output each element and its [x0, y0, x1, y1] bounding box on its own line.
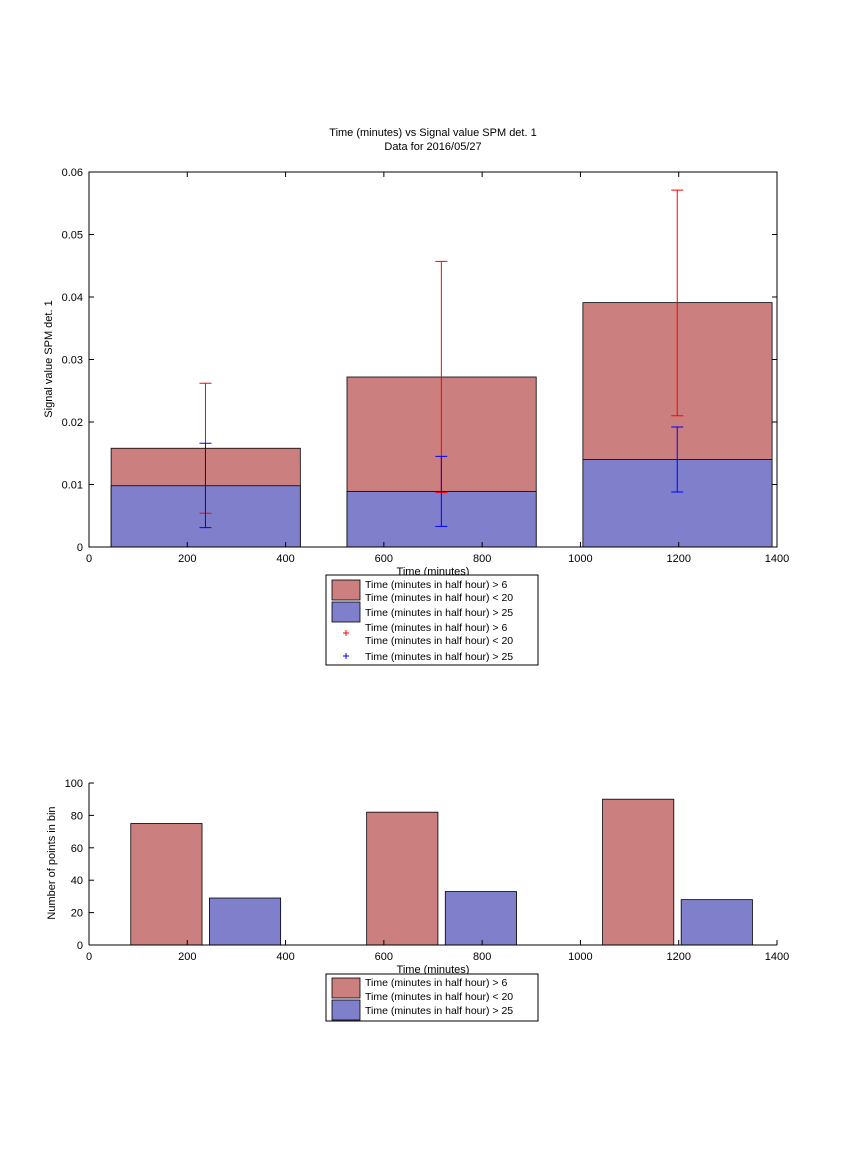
- y-tick-label: 20: [71, 908, 83, 920]
- count-bars: [130, 798, 753, 946]
- x-tick-label: 400: [276, 553, 294, 565]
- y-tick-label: 80: [71, 810, 83, 822]
- legend-box: [325, 574, 539, 666]
- legend-label-blue-bar: Time (minutes in half hour) > 25: [365, 1005, 513, 1017]
- legend-label-red-bar-line2: Time (minutes in half hour) < 20: [365, 592, 513, 604]
- y-tick-label: 60: [71, 843, 83, 855]
- x-tick-label: 200: [178, 553, 196, 565]
- errorbar-blue-1: [435, 455, 448, 527]
- signal-legend: Time (minutes in half hour) > 6 Time (mi…: [325, 574, 539, 666]
- y-tick-label: 40: [71, 875, 83, 887]
- signal-errorbars: [199, 189, 684, 529]
- legend-label-blue-err: Time (minutes in half hour) > 25: [365, 651, 513, 663]
- legend-label-blue-bar: Time (minutes in half hour) > 25: [365, 607, 513, 619]
- legend-box: [325, 973, 539, 1022]
- y-axis-ticks: 0 20 40 60 80 100: [65, 778, 94, 952]
- x-tick-label: 400: [276, 951, 294, 963]
- errorbar-blue-0: [199, 442, 212, 529]
- legend-label-red-err-line2: Time (minutes in half hour) < 20: [365, 635, 513, 647]
- legend-swatch-red-bar: [331, 579, 361, 601]
- count-bar-red-1: [366, 811, 439, 946]
- legend-label-red-bar-line2: Time (minutes in half hour) < 20: [365, 991, 513, 1003]
- legend-label-red-bar-line1: Time (minutes in half hour) > 6: [365, 977, 507, 989]
- y-tick-label: 0.01: [62, 480, 83, 492]
- x-axis-ticks: 0 200 400 600 800 1000 1200 1400: [86, 940, 789, 963]
- chart-title: Time (minutes) vs Signal value SPM det. …: [329, 127, 536, 139]
- legend-swatch-blue-bar: [331, 601, 361, 623]
- y-tick-label: 0.02: [62, 417, 83, 429]
- count-bar-blue-1: [444, 891, 517, 946]
- legend-marker-blue-err: [343, 653, 349, 659]
- legend-marker-red-err: [343, 630, 349, 636]
- x-tick-label: 800: [473, 553, 491, 565]
- y-tick-label: 0: [77, 940, 83, 952]
- y-tick-label: 0: [77, 542, 83, 554]
- x-tick-label: 200: [178, 951, 196, 963]
- x-tick-label: 0: [86, 553, 92, 565]
- errorbar-blue-2: [671, 426, 684, 493]
- x-tick-label: 1200: [666, 951, 690, 963]
- count-bar-red-0: [130, 823, 203, 946]
- x-axis-label: Time (minutes): [397, 964, 470, 976]
- x-tick-label: 0: [86, 951, 92, 963]
- y-axis-label: Signal value SPM det. 1: [43, 300, 55, 417]
- y-tick-label: 0.04: [62, 292, 83, 304]
- errorbar-red-2: [671, 189, 684, 417]
- y-axis-label: Number of points in bin: [46, 806, 58, 919]
- x-axis-ticks: 0 200 400 600 800 1000 1200 1400: [86, 172, 789, 565]
- x-tick-label: 1400: [765, 951, 789, 963]
- x-tick-label: 1000: [568, 553, 592, 565]
- signal-chart: Time (minutes) vs Signal value SPM det. …: [43, 127, 789, 666]
- y-axis-ticks: 0 0.01 0.02 0.03 0.04 0.05 0.06: [62, 167, 777, 554]
- count-bar-red-2: [602, 798, 675, 946]
- x-tick-label: 800: [473, 951, 491, 963]
- x-tick-label: 600: [375, 553, 393, 565]
- x-tick-label: 1200: [666, 553, 690, 565]
- x-tick-label: 1400: [765, 553, 789, 565]
- legend-swatch-blue-bar: [331, 999, 361, 1021]
- count-bar-blue-2: [680, 899, 753, 946]
- x-tick-label: 600: [375, 951, 393, 963]
- y-tick-label: 0.06: [62, 167, 83, 179]
- count-chart: 0 200 400 600 800 1000 1200 1400 0 20 40 60 80 100 T…: [46, 778, 789, 1022]
- chart-subtitle: Data for 2016/05/27: [384, 141, 481, 153]
- y-tick-label: 0.05: [62, 230, 83, 242]
- legend-swatch-red-bar: [331, 977, 361, 999]
- y-tick-label: 0.03: [62, 355, 83, 367]
- legend-label-red-bar-line1: Time (minutes in half hour) > 6: [365, 579, 507, 591]
- count-legend: Time (minutes in half hour) > 6 Time (mi…: [325, 973, 539, 1022]
- y-tick-label: 100: [65, 778, 83, 790]
- legend-label-red-err-line1: Time (minutes in half hour) > 6: [365, 622, 507, 634]
- count-bar-blue-0: [208, 897, 282, 946]
- x-tick-label: 1000: [568, 951, 592, 963]
